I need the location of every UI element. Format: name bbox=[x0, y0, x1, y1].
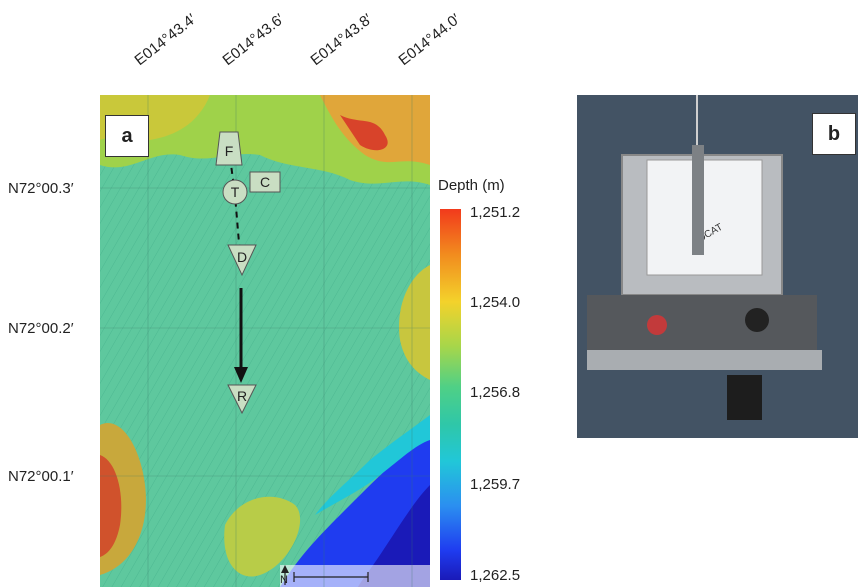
anchor-weight bbox=[727, 375, 762, 420]
legend-tick-4: 1,259.7 bbox=[470, 476, 521, 493]
marker-f-shape bbox=[215, 131, 243, 166]
map-grid bbox=[100, 95, 430, 587]
instrument-black bbox=[745, 308, 769, 332]
bathymetry-map: F T C D R N a bbox=[100, 95, 430, 587]
bathymetry-map-graphic: F T C D R N bbox=[100, 95, 430, 587]
south-ridge bbox=[224, 496, 301, 577]
panel-label-b: b bbox=[812, 113, 856, 155]
marker-t-label: T bbox=[231, 184, 240, 200]
marker-f-label: F bbox=[225, 143, 234, 159]
west-peak bbox=[100, 455, 122, 557]
longitude-label-44-0: E014°44.0′ bbox=[395, 10, 464, 70]
lander-photo: LOCAT b bbox=[577, 95, 858, 438]
marker-r-label: R bbox=[237, 388, 247, 404]
marker-d-label: D bbox=[237, 249, 247, 265]
legend-tick-5: 1,262.5 bbox=[470, 567, 521, 584]
north-label: N bbox=[280, 574, 288, 586]
lander-photo-graphic: LOCAT bbox=[577, 95, 858, 438]
legend-title: Depth (m) bbox=[438, 177, 505, 194]
latitude-label-00-3: N72°00.3′ bbox=[8, 180, 74, 197]
legend-tick-1: 1,251.2 bbox=[470, 204, 521, 221]
instrument-deck bbox=[587, 295, 817, 355]
depth-colorbar bbox=[440, 209, 461, 580]
longitude-label-43-8: E014°43.8′ bbox=[307, 10, 376, 70]
north-arrow-head-icon bbox=[281, 565, 289, 573]
instrument-red bbox=[647, 315, 667, 335]
legend-tick-3: 1,256.8 bbox=[470, 384, 521, 401]
center-pole bbox=[692, 145, 704, 255]
marker-d-shape bbox=[227, 244, 257, 277]
panel-label-a: a bbox=[105, 115, 149, 157]
longitude-label-43-6: E014°43.6′ bbox=[219, 10, 288, 70]
legend-tick-2: 1,254.0 bbox=[470, 294, 521, 311]
marker-r-shape bbox=[227, 384, 257, 415]
marker-c-label: C bbox=[260, 174, 270, 190]
slope-transition bbox=[315, 415, 430, 515]
north-peak bbox=[340, 115, 388, 151]
east-ridge bbox=[399, 265, 430, 380]
base-platform bbox=[587, 350, 822, 370]
latitude-label-00-1: N72°00.1′ bbox=[8, 468, 74, 485]
marker-c-shape bbox=[249, 171, 281, 193]
track-arrow-head bbox=[234, 367, 248, 383]
no-data-area bbox=[280, 565, 430, 587]
marker-t-shape bbox=[222, 179, 248, 205]
latitude-label-00-2: N72°00.2′ bbox=[8, 320, 74, 337]
longitude-label-43-4: E014°43.4′ bbox=[131, 10, 200, 70]
buoyancy-box bbox=[646, 159, 763, 276]
